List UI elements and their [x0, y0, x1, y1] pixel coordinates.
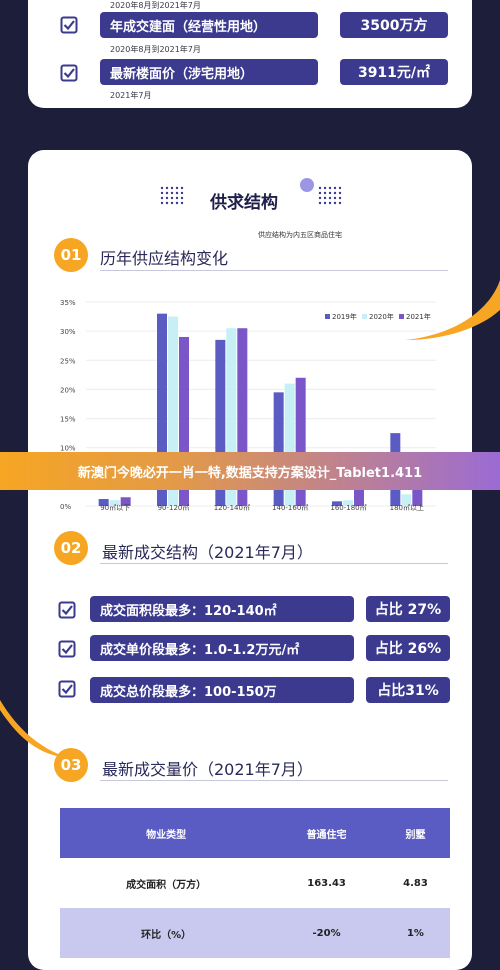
date-label: 2020年8月到2021年7月	[110, 45, 201, 54]
top-summary-card: 2020年8月到2021年7月 年成交建面（经营性用地） 3500万方 2020…	[28, 0, 472, 108]
section-number: 01	[54, 238, 88, 272]
table-header: 普通住宅	[272, 808, 381, 858]
chart-bar	[273, 392, 284, 506]
section-number: 02	[54, 531, 88, 565]
divider	[100, 780, 448, 781]
chart-bar	[401, 494, 412, 506]
checkbox-icon	[58, 601, 76, 619]
table-header: 别墅	[380, 808, 450, 858]
checkbox-icon	[60, 16, 78, 34]
chart-bar	[284, 383, 295, 506]
section-number: 03	[54, 748, 88, 782]
y-tick-label: 20%	[60, 386, 76, 394]
x-tick-label: 180㎡以上	[390, 503, 424, 512]
table-cell: -20%	[272, 908, 381, 958]
chart-bar	[226, 328, 237, 506]
legend-swatch	[399, 314, 404, 319]
checkbox-icon	[58, 680, 76, 698]
metric-label: 年成交建面（经营性用地）	[100, 12, 318, 38]
legend-swatch	[362, 314, 367, 319]
table-cell: 163.43	[272, 858, 381, 908]
y-tick-label: 15%	[60, 416, 76, 424]
chart-bar	[179, 336, 189, 506]
divider	[100, 270, 448, 271]
x-tick-label: 160-180㎡	[330, 504, 366, 512]
chart-bar	[109, 500, 120, 506]
x-tick-label: 140-160㎡	[272, 504, 308, 512]
structure-label: 成交面积段最多：120-140㎡	[90, 596, 354, 622]
chart-bar	[237, 328, 248, 506]
checkbox-icon	[60, 64, 78, 82]
structure-label: 成交总价段最多：100-150万	[90, 677, 354, 703]
title-banner: 新澳门今晚必开一肖一特,数据支持方案设计_Tablet1.411	[0, 452, 500, 490]
metric-label: 最新楼面价（涉宅用地）	[100, 59, 318, 85]
chart-bar	[295, 377, 306, 506]
date-label: 2020年8月到2021年7月	[110, 1, 201, 10]
structure-label: 成交单价段最多：1.0-1.2万元/㎡	[90, 635, 354, 661]
dot-grid-decoration	[318, 186, 342, 205]
legend-label: 2020年	[369, 312, 394, 321]
table-cell: 4.83	[380, 858, 450, 908]
y-tick-label: 10%	[60, 445, 76, 453]
divider	[100, 563, 448, 564]
structure-value: 占比 26%	[366, 635, 450, 661]
section-title: 最新成交结构（2021年7月）	[102, 543, 313, 562]
table-row: 成交面积（万方） 163.43 4.83	[60, 858, 450, 908]
y-tick-label: 30%	[60, 328, 76, 336]
legend-label: 2019年	[332, 312, 357, 321]
chart-bar	[332, 501, 342, 506]
section-title: 历年供应结构变化	[100, 249, 229, 268]
table-cell: 1%	[380, 908, 450, 958]
date-label: 2021年7月	[110, 91, 152, 100]
y-tick-label: 0%	[60, 503, 71, 511]
checkbox-icon	[58, 640, 76, 658]
section-heading: 供求结构	[210, 193, 278, 213]
chart-bar	[343, 500, 353, 506]
chart-note: 供应结构为内五区商品住宅	[258, 231, 342, 239]
swoosh-decoration	[405, 280, 500, 340]
y-tick-label: 25%	[60, 357, 76, 365]
table-row: 环比（%） -20% 1%	[60, 908, 450, 958]
table-cell: 环比（%）	[60, 908, 273, 958]
table-header: 物业类型	[60, 808, 273, 858]
chart-bar	[215, 339, 226, 506]
circle-decoration	[300, 178, 314, 192]
structure-value: 占比 27%	[366, 596, 450, 622]
structure-value: 占比31%	[366, 677, 450, 703]
x-tick-label: 90㎡以下	[100, 504, 130, 512]
chart-bar	[120, 497, 131, 506]
volume-price-table: 物业类型 普通住宅 别墅 成交面积（万方） 163.43 4.83 环比（%） …	[60, 808, 450, 958]
dot-grid-decoration	[160, 186, 184, 205]
x-tick-label: 120-140㎡	[214, 504, 250, 512]
section-title: 最新成交量价（2021年7月）	[102, 760, 313, 779]
legend-label: 2021年	[406, 312, 431, 321]
legend-swatch	[325, 314, 330, 319]
chart-bar	[168, 316, 178, 506]
y-tick-label: 35%	[60, 299, 76, 307]
chart-bar	[98, 499, 109, 506]
metric-value: 3911元/㎡	[340, 59, 448, 85]
x-tick-label: 90-120㎡	[158, 504, 190, 512]
table-cell: 成交面积（万方）	[60, 858, 273, 908]
metric-value: 3500万方	[340, 12, 448, 38]
chart-bar	[157, 313, 167, 506]
